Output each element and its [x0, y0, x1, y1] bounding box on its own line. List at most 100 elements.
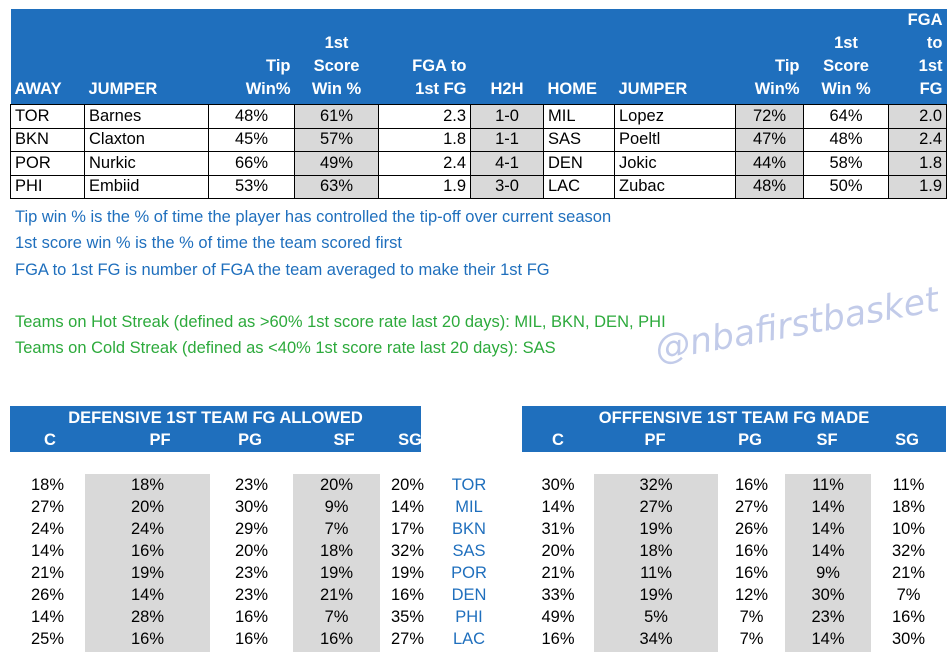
- away-score-win: 63%: [294, 174, 379, 199]
- off-col-pf: PF: [644, 431, 666, 449]
- matchup-row: POR Nurkic 66% 49% 2.4 4-1 DEN Jokic 44%…: [10, 151, 947, 176]
- off-sf-value: 14%: [811, 542, 845, 560]
- home-team: MIL: [543, 104, 615, 129]
- home-jumper: Lopez: [614, 104, 736, 129]
- away-fga: 2.4: [378, 151, 471, 176]
- def-pf-value: 16%: [130, 542, 165, 560]
- off-c-value: 21%: [541, 564, 575, 582]
- position-grid: 18% 18% 23% 20% 20% TOR 30% 32% 16% 11% 11% 27% 20% 3…: [0, 474, 951, 650]
- home-score-win: 48%: [803, 127, 889, 152]
- off-sf-band: [785, 474, 871, 652]
- def-pf-value: 19%: [130, 564, 165, 582]
- def-pg-value: 20%: [234, 542, 269, 560]
- team-label: BKN: [452, 520, 486, 538]
- def-pf-value: 18%: [130, 476, 165, 494]
- matchup-row: TOR Barnes 48% 61% 2.3 1-0 MIL Lopez 72%…: [10, 104, 947, 129]
- off-c-value: 14%: [541, 498, 575, 516]
- position-row: 27% 20% 30% 9% 14% MIL 14% 27% 27% 14% 18%: [0, 496, 951, 518]
- def-pg-value: 30%: [234, 498, 269, 516]
- away-team: BKN: [10, 127, 85, 152]
- team-label: TOR: [451, 476, 487, 494]
- home-jumper: Zubac: [614, 174, 736, 199]
- matchup-header-row: AWAY JUMPER Tip Win% 1st Score Win % FGA to…: [10, 9, 947, 105]
- off-c-value: 31%: [541, 520, 575, 538]
- def-c-value: 27%: [30, 498, 65, 516]
- off-sg-value: 10%: [891, 520, 926, 538]
- off-sf-value: 14%: [811, 630, 845, 648]
- off-sg-value: 32%: [891, 542, 926, 560]
- off-sf-value: 11%: [812, 476, 844, 494]
- h2h-record: 1-1: [470, 127, 544, 152]
- off-pf-value: 27%: [639, 498, 673, 516]
- def-sg-value: 32%: [390, 542, 425, 560]
- home-fga: 2.0: [888, 104, 947, 129]
- offensive-column-headers: C PF PG SF SG: [522, 430, 946, 450]
- watermark-handle: @nbafirstbasket: [652, 280, 942, 370]
- h2h-record: 3-0: [470, 174, 544, 199]
- off-sf-value: 23%: [811, 608, 845, 626]
- position-row: 21% 19% 23% 19% 19% POR 21% 11% 16% 9% 21%: [0, 562, 951, 584]
- away-team: POR: [10, 151, 85, 176]
- away-tip-win: 45%: [208, 127, 295, 152]
- off-pf-value: 18%: [639, 542, 673, 560]
- home-tip-win: 72%: [735, 104, 804, 129]
- position-row: 24% 24% 29% 7% 17% BKN 31% 19% 26% 14% 10%: [0, 518, 951, 540]
- defensive-title: DEFENSIVE 1ST TEAM FG ALLOWED: [68, 409, 363, 427]
- off-pg-value: 26%: [734, 520, 769, 538]
- def-col-c: C: [44, 431, 56, 449]
- off-c-value: 16%: [541, 630, 575, 648]
- header-away-fga: FGA to 1st FG: [378, 9, 471, 105]
- def-c-value: 14%: [30, 542, 65, 560]
- home-score-win: 50%: [803, 174, 889, 199]
- def-pf-value: 28%: [130, 608, 165, 626]
- off-pf-value: 11%: [640, 564, 672, 582]
- off-col-pg: PG: [738, 431, 762, 449]
- defensive-column-headers: C PF PG SF SG: [10, 430, 422, 450]
- header-away-jumper: JUMPER: [84, 9, 209, 105]
- team-label: PHI: [455, 608, 483, 626]
- def-sf-value: 18%: [319, 542, 354, 560]
- def-c-value: 25%: [30, 630, 65, 648]
- position-row: 18% 18% 23% 20% 20% TOR 30% 32% 16% 11% 11%: [0, 474, 951, 496]
- away-fga: 1.8: [378, 127, 471, 152]
- home-team: LAC: [543, 174, 615, 199]
- off-col-sf: SF: [816, 431, 838, 449]
- note-score-definition: 1st score win % is the % of time the tea…: [15, 234, 402, 252]
- def-pf-value: 24%: [130, 520, 165, 538]
- offensive-title: OFFFENSIVE 1ST TEAM FG MADE: [598, 409, 870, 427]
- def-pf-value: 20%: [130, 498, 165, 516]
- away-jumper: Nurkic: [84, 151, 209, 176]
- off-c-value: 49%: [541, 608, 575, 626]
- team-label: POR: [451, 564, 487, 582]
- home-score-win: 64%: [803, 104, 889, 129]
- header-h2h: H2H: [470, 9, 544, 105]
- h2h-record: 1-0: [470, 104, 544, 129]
- note-cold-streak: Teams on Cold Streak (defined as <40% 1s…: [15, 339, 556, 357]
- position-row: 14% 28% 16% 7% 35% PHI 49% 5% 7% 23% 16%: [0, 606, 951, 628]
- away-jumper: Claxton: [84, 127, 209, 152]
- def-pg-value: 16%: [234, 608, 269, 626]
- header-away-tip: Tip Win%: [208, 9, 295, 105]
- def-sg-value: 17%: [390, 520, 425, 538]
- matchup-row: PHI Embiid 53% 63% 1.9 3-0 LAC Zubac 48%…: [10, 174, 947, 199]
- home-fga: 1.9: [888, 174, 947, 199]
- team-label: DEN: [451, 586, 487, 604]
- def-sg-value: 27%: [390, 630, 425, 648]
- off-col-sg: SG: [895, 431, 919, 449]
- away-team: PHI: [10, 174, 85, 199]
- def-col-sf: SF: [333, 431, 355, 449]
- def-sg-value: 16%: [390, 586, 425, 604]
- team-label: MIL: [455, 498, 483, 516]
- home-score-win: 58%: [803, 151, 889, 176]
- defensive-panel-header: DEFENSIVE 1ST TEAM FG ALLOWED C PF PG SF…: [10, 406, 422, 452]
- header-home: HOME: [543, 9, 615, 105]
- def-sg-value: 19%: [390, 564, 425, 582]
- off-sg-value: 30%: [891, 630, 926, 648]
- home-fga: 1.8: [888, 151, 947, 176]
- def-c-value: 24%: [30, 520, 65, 538]
- away-tip-win: 48%: [208, 104, 295, 129]
- home-team: SAS: [543, 127, 615, 152]
- def-col-pg: PG: [238, 431, 262, 449]
- matchup-row: BKN Claxton 45% 57% 1.8 1-1 SAS Poeltl 4…: [10, 127, 947, 152]
- def-pf-value: 16%: [130, 630, 165, 648]
